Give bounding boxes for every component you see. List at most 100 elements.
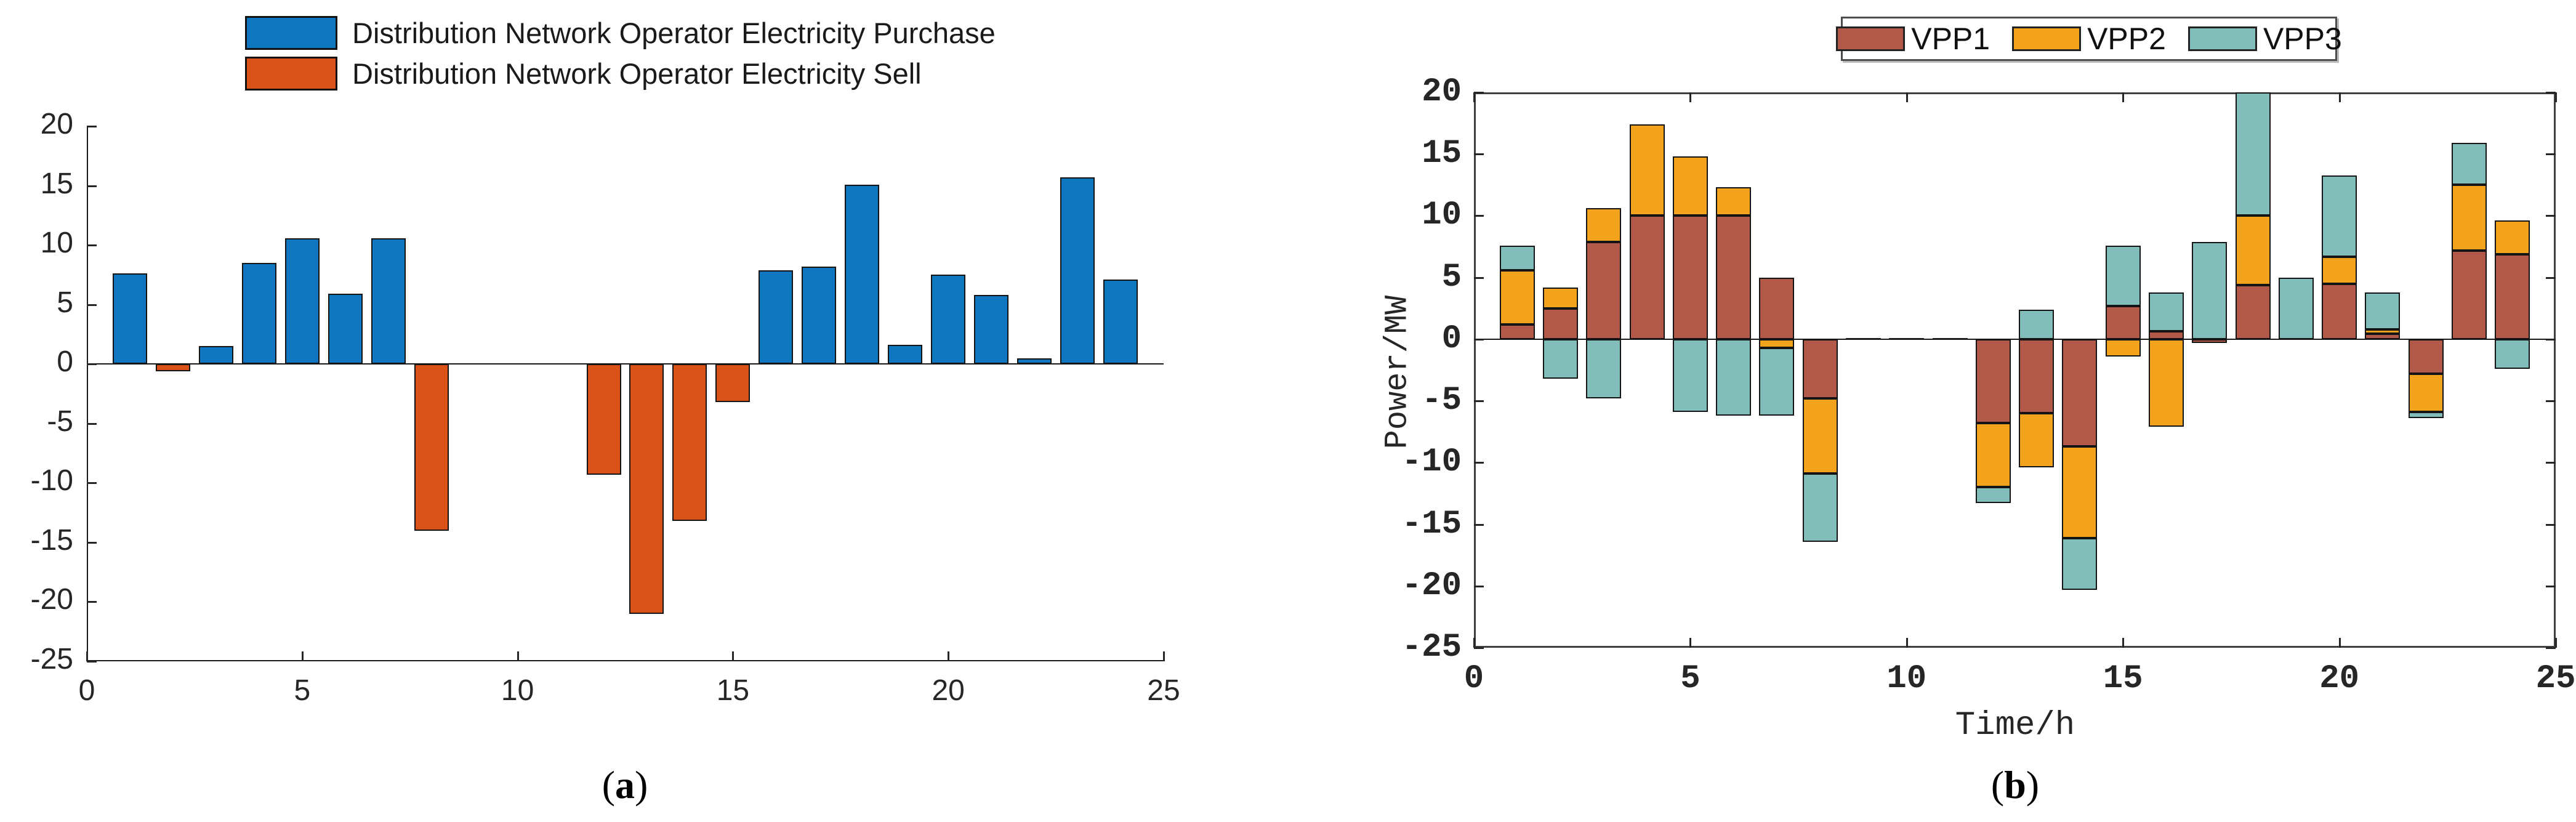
y-tick-right [2546, 215, 2556, 217]
bar-segment-vpp3-h17 [2192, 241, 2228, 339]
bar-segment-vpp3-h1 [1499, 245, 1535, 270]
y-tick-right [2546, 92, 2556, 94]
legend-item-vpp3: VPP3 [2188, 21, 2342, 57]
bar-purchase-h22 [1017, 358, 1052, 365]
x-tick [86, 651, 88, 661]
y-tick-right [2546, 276, 2556, 279]
y-tick-label: -25 [30, 643, 73, 675]
bar-segment-vpp2-h15 [2105, 339, 2141, 357]
bar-sell-h14 [672, 364, 707, 522]
y-tick-label: -25 [1401, 629, 1462, 666]
bar-segment-vpp1-h23 [2451, 250, 2487, 339]
bar-segment-vpp1-h12 [1975, 339, 2011, 424]
bar-segment-vpp2-h22 [2408, 374, 2444, 413]
y-tick-label: -15 [1401, 505, 1462, 543]
bar-segment-vpp3-h15 [2105, 245, 2141, 306]
y-tick-label: 15 [1422, 135, 1462, 173]
x-tick-label: 25 [1147, 674, 1180, 707]
bar-purchase-h4 [241, 263, 276, 365]
y-tick [87, 422, 97, 425]
x-tick-top [2338, 92, 2341, 102]
legend-item-label: Distribution Network Operator Electricit… [352, 57, 922, 90]
bar-sell-h15 [715, 364, 751, 402]
bar-sell-h12 [586, 364, 621, 475]
y-tick-right [2546, 523, 2556, 526]
bar-segment-vpp3-h6 [1716, 339, 1752, 416]
legend-item-sell: Distribution Network Operator Electricit… [245, 57, 996, 91]
bar-purchase-h6 [328, 294, 363, 365]
bar-segment-vpp2-h21 [2365, 329, 2401, 334]
bar-segment-vpp2-h3 [1586, 208, 1622, 242]
y-tick [87, 304, 97, 306]
x-tick-label: 10 [501, 674, 534, 707]
bar-segment-vpp3-h20 [2322, 175, 2357, 257]
bar-purchase-h1 [112, 273, 147, 365]
zero-baseline [87, 363, 1164, 365]
x-tick-label: 10 [1886, 660, 1927, 698]
y-tick-label: -15 [30, 523, 73, 557]
bar-sell-h2 [155, 364, 190, 371]
y-tick [87, 482, 97, 485]
vpp1-swatch [1836, 26, 1906, 51]
bar-segment-vpp1-h20 [2322, 283, 2357, 339]
y-tick-label: 5 [57, 286, 73, 319]
bar-segment-vpp1-h13 [2019, 339, 2055, 414]
bar-segment-vpp1-h5 [1672, 216, 1708, 339]
bar-purchase-h17 [802, 266, 837, 365]
x-tick-label: 0 [1463, 660, 1484, 698]
bar-purchase-h3 [198, 346, 233, 365]
x-tick [1473, 638, 1475, 648]
y-tick-right [2546, 462, 2556, 464]
y-tick [87, 185, 97, 187]
bar-segment-vpp1-h7 [1759, 277, 1795, 339]
zero-baseline [1474, 338, 2556, 340]
y-tick-label: 10 [1422, 196, 1462, 235]
legend-item-vpp2: VPP2 [2012, 21, 2166, 57]
vpp3-swatch [2188, 26, 2257, 51]
bar-segment-vpp2-h18 [2235, 216, 2271, 285]
chart-b-plot-area: 20 15 10 5 0 -5 -10 -15 -20 -25 0 5 10 15 20 25 [1402, 76, 2576, 696]
y-tick [87, 126, 97, 127]
bar-segment-vpp1-h8 [1802, 339, 1838, 399]
chart-b-x-axis-title: Time/h [1955, 707, 2075, 744]
x-tick-label: 0 [78, 674, 95, 707]
bar-segment-vpp1-h3 [1586, 241, 1622, 339]
bar-segment-vpp3-h12 [1975, 487, 2011, 504]
bar-segment-vpp1-h24 [2495, 254, 2530, 339]
y-tick [87, 541, 97, 544]
bar-segment-vpp2-h20 [2322, 256, 2357, 284]
bar-segment-vpp3-h2 [1543, 339, 1579, 379]
x-tick-top [1473, 92, 1475, 102]
bar-segment-vpp1-h21 [2365, 333, 2401, 339]
y-tick-label: 5 [1441, 258, 1462, 296]
y-tick-right [2546, 585, 2556, 587]
bar-segment-vpp1-h14 [2062, 339, 2098, 447]
legend-item-label: Distribution Network Operator Electricit… [352, 17, 996, 49]
y-tick-label: 0 [1441, 320, 1462, 358]
bar-purchase-h20 [931, 275, 966, 365]
y-tick-label: -5 [1422, 382, 1462, 420]
x-tick-label: 15 [2103, 660, 2143, 698]
bar-segment-vpp2-h1 [1499, 270, 1535, 324]
chart-a-legend: Distribution Network Operator Electricit… [245, 16, 996, 91]
bar-segment-vpp3-h18 [2235, 92, 2271, 216]
bar-segment-vpp2-h16 [2148, 339, 2184, 427]
zero-bar-h11 [1932, 338, 1968, 340]
y-tick-label: -20 [1401, 566, 1462, 605]
sell-swatch [245, 57, 337, 91]
legend-item-label: VPP3 [2263, 22, 2342, 56]
y-tick-label: -10 [30, 464, 73, 498]
bar-segment-vpp3-h19 [2278, 277, 2314, 339]
y-tick-right [2546, 153, 2556, 156]
y-tick-label: -10 [1401, 443, 1462, 482]
bar-segment-vpp2-h5 [1672, 156, 1708, 216]
bar-purchase-h7 [371, 238, 406, 365]
x-tick [948, 651, 950, 661]
y-tick [1474, 647, 1484, 649]
chart-b-caption: (b) [1990, 763, 2040, 807]
bar-purchase-h16 [759, 270, 794, 365]
bar-segment-vpp3-h16 [2148, 292, 2184, 331]
y-tick-label: 10 [40, 227, 73, 260]
bar-segment-vpp2-h13 [2019, 413, 2055, 468]
bar-segment-vpp3-h5 [1672, 339, 1708, 413]
